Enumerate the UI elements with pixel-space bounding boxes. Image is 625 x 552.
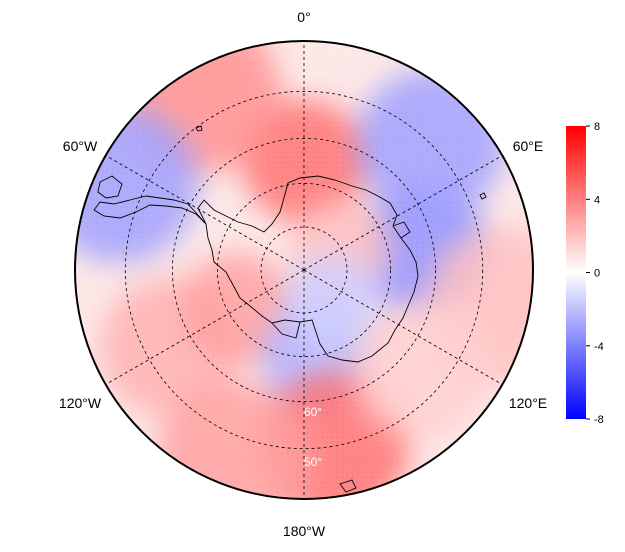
meridian-120 (303, 269, 503, 385)
lon-label-60e: 60°E (513, 138, 544, 154)
south-america-tip (97, 175, 123, 199)
colorbar-tick-label: -8 (594, 414, 604, 426)
colorbar-ticks: 8 4 0 -4 -8 (586, 121, 604, 426)
lat-label-60: 60° (304, 405, 322, 419)
latitude-circle-70 (216, 182, 391, 357)
new-zealand (339, 479, 357, 493)
meridian-300 (105, 155, 305, 271)
latitude-circle-60 (171, 137, 437, 403)
latitude-circle-50 (124, 90, 484, 450)
colorbar-tick-label: -4 (594, 341, 604, 353)
colorbar-tick-label: 8 (594, 121, 600, 133)
south-georgia (195, 125, 203, 132)
meridian-60 (303, 155, 503, 271)
lon-label-120e: 120°E (509, 395, 547, 411)
antarctic-peninsula (93, 195, 207, 225)
colorbar: 8 4 0 -4 -8 (566, 121, 604, 426)
lon-label-60w: 60°W (63, 138, 98, 154)
anomaly-field (75, 41, 533, 499)
longitude-labels: 0° 60°E 120°E 180°W 120°W 60°W (59, 9, 547, 539)
colorbar-tick-label: 4 (594, 194, 600, 206)
amery-ice-shelf (392, 221, 411, 239)
graticule (105, 41, 503, 499)
colorbar-tick-label: 0 (594, 268, 600, 280)
ross-ice-shelf (271, 321, 301, 339)
lon-label-120w: 120°W (59, 395, 102, 411)
lon-label-180: 180°W (283, 523, 326, 539)
coastlines (93, 125, 487, 493)
colorbar-gradient (566, 126, 586, 419)
lat-label-50: 50° (304, 455, 322, 469)
kerguelen-island (479, 192, 487, 200)
lon-label-0: 0° (297, 9, 310, 25)
meridian-240 (105, 269, 305, 385)
latitude-labels: 60° 50° (304, 405, 322, 469)
map-boundary (74, 40, 534, 500)
antarctica-coastline (197, 175, 419, 363)
